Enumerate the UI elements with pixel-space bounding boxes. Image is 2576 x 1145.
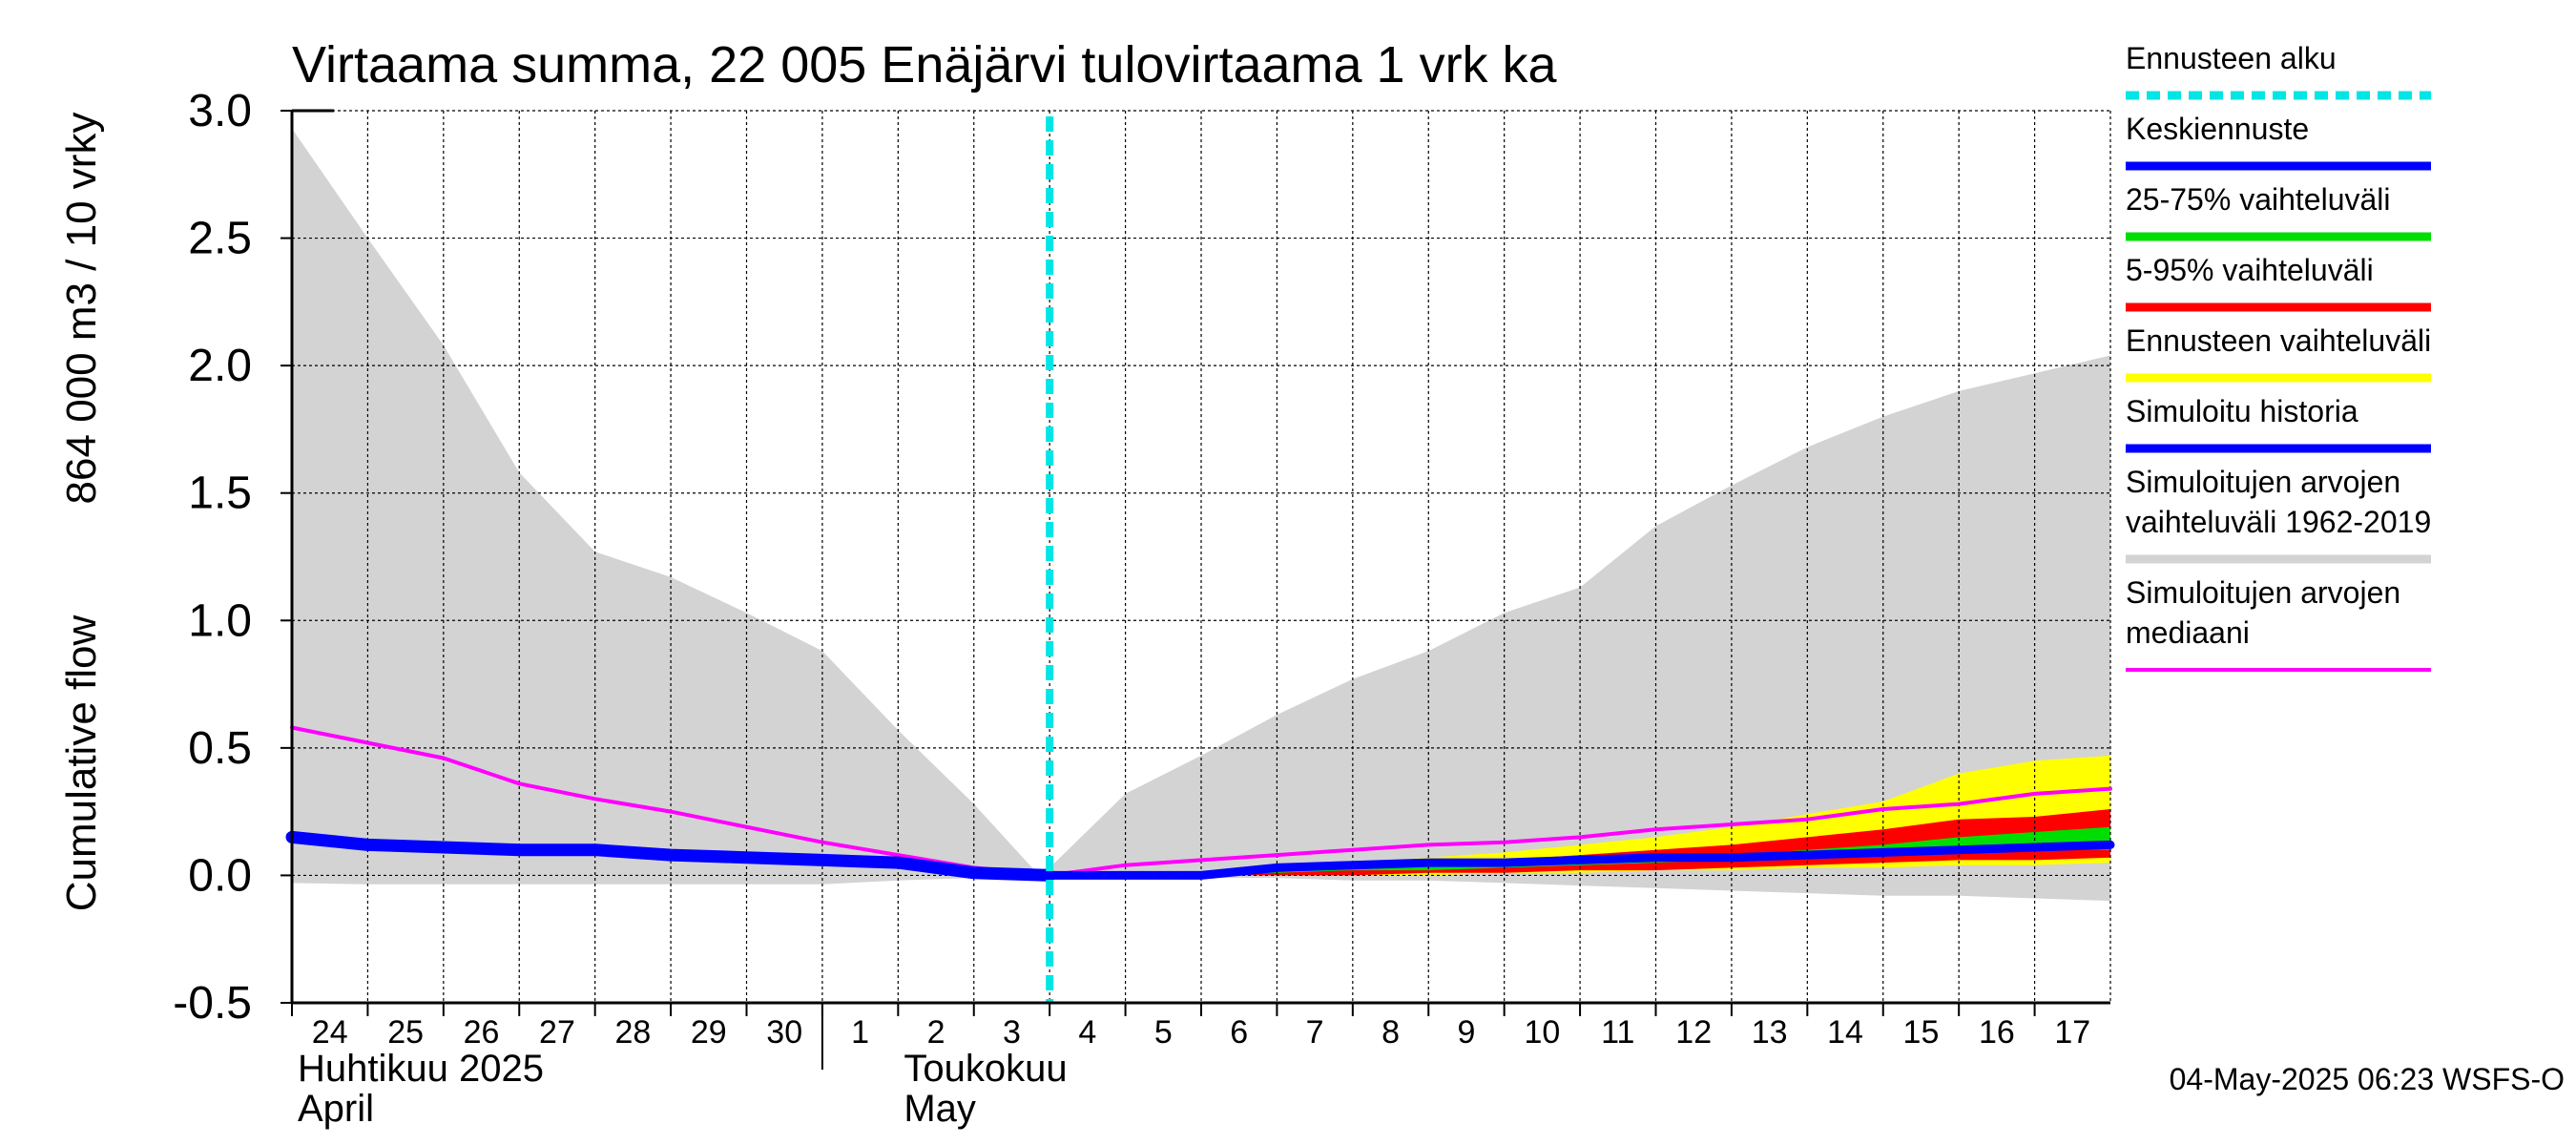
month-label-line2: April [298, 1088, 374, 1130]
x-tick-label: 8 [1381, 1014, 1400, 1051]
legend-label: Keskiennuste [2126, 112, 2309, 146]
y-tick-label: 0.5 [188, 723, 252, 774]
month-label-line1: Toukokuu [904, 1048, 1067, 1090]
x-tick-label: 3 [1003, 1014, 1021, 1051]
x-tick-label: 11 [1601, 1014, 1634, 1051]
legend: Ennusteen alku Keskiennuste 25-75% vaihtel… [2126, 41, 2431, 672]
x-tick-label: 10 [1524, 1014, 1560, 1051]
y-tick-label: 2.5 [188, 214, 252, 264]
legend-label: vaihteluväli 1962-2019 [2126, 505, 2431, 539]
x-tick-label: 13 [1752, 1014, 1788, 1051]
y-axis-ticks: -0.5 0.0 0.5 1.0 1.5 2.0 2.5 3.0 [173, 86, 292, 1029]
x-tick-label: 29 [691, 1014, 727, 1051]
x-tick-label: 25 [387, 1014, 424, 1051]
month-label-line1: Huhtikuu 2025 [298, 1048, 544, 1090]
legend-label: Ennusteen alku [2126, 41, 2337, 75]
x-tick-label: 5 [1154, 1014, 1173, 1051]
legend-label: Ennusteen vaihteluväli [2126, 323, 2431, 358]
x-tick-label: 15 [1903, 1014, 1940, 1051]
x-tick-label: 1 [851, 1014, 869, 1051]
line-simuloitu-historia [285, 830, 1056, 882]
x-tick-label: 24 [312, 1014, 348, 1051]
timestamp: 04-May-2025 06:23 WSFS-O [2170, 1062, 2565, 1096]
x-tick-label: 28 [614, 1014, 651, 1051]
y-axis-label: Cumulative flow 864 000 m3 / 10 vrky [58, 113, 105, 912]
legend-label: 25-75% vaihteluväli [2126, 182, 2391, 217]
y-tick-label: 3.0 [188, 86, 252, 136]
y-tick-label: 1.0 [188, 595, 252, 646]
x-tick-label: 17 [2054, 1014, 2090, 1051]
series-lines [285, 116, 2115, 1003]
x-tick-label: 9 [1457, 1014, 1475, 1051]
x-tick-label: 26 [464, 1014, 500, 1051]
line-simuloitujen-arvojen-mediaani [290, 725, 2112, 878]
band-5-95-vaihteluv-li [1049, 809, 2110, 876]
x-tick-label: 4 [1078, 1014, 1096, 1051]
y-tick-label: 2.0 [188, 341, 252, 391]
x-tick-label: 30 [766, 1014, 802, 1051]
line-keskiennuste [1045, 840, 2115, 880]
y-tick-label: 0.0 [188, 850, 252, 901]
x-tick-label: 7 [1306, 1014, 1324, 1051]
x-axis-ticks: 24 25 26 27 28 29 30 1 2 3 4 5 6 7 8 9 10 11 12 13 14 15 16 17 [291, 1003, 2090, 1051]
legend-label: 5-95% vaihteluväli [2126, 253, 2374, 287]
x-tick-label: 14 [1827, 1014, 1863, 1051]
legend-label: Simuloitujen arvojen [2126, 575, 2400, 610]
x-tick-label: 6 [1230, 1014, 1248, 1051]
legend-label: mediaani [2126, 615, 2250, 650]
legend-label: Simuloitu historia [2126, 394, 2358, 428]
x-tick-label: 12 [1675, 1014, 1712, 1051]
x-tick-label: 2 [927, 1014, 945, 1051]
chart-title: Virtaama summa, 22 005 Enäjärvi tulovirt… [292, 36, 1558, 94]
x-tick-label: 27 [539, 1014, 575, 1051]
y-axis-label-line2: 864 000 m3 / 10 vrky [58, 113, 105, 505]
month-label-line2: May [904, 1088, 976, 1130]
x-tick-label: 16 [1979, 1014, 2015, 1051]
y-tick-label: -0.5 [173, 978, 252, 1029]
y-tick-label: 1.5 [188, 468, 252, 519]
legend-label: Simuloitujen arvojen [2126, 465, 2400, 499]
y-axis-label-line1: Cumulative flow [58, 615, 105, 912]
